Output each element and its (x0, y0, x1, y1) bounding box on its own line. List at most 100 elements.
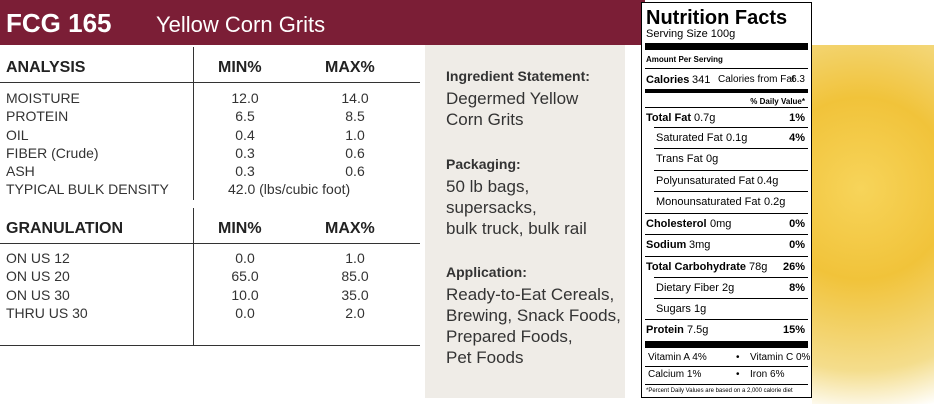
section-line: Brewing, Snack Foods, (446, 306, 621, 325)
separator: • (736, 369, 740, 380)
medium-rule (645, 89, 808, 93)
section-line: supersacks, (446, 198, 537, 217)
nutrient-label: Cholesterol (646, 218, 707, 230)
rule (654, 191, 808, 192)
row-label: ON US 30 (6, 286, 70, 303)
product-code: FCG 165 (6, 8, 112, 38)
nutrient-amount: 3mg (689, 239, 711, 251)
rule (645, 213, 808, 214)
nutrient-label: Sodium (646, 239, 687, 251)
section-line: Corn Grits (446, 110, 524, 129)
nutrient-label: Sugars (656, 303, 691, 315)
row-label: ON US 20 (6, 268, 70, 285)
nutrient-amount: 7.5g (687, 324, 709, 336)
nutrient-label: Saturated Fat (656, 132, 723, 144)
max-value: 0.6 (345, 163, 365, 180)
nutrient-amount: 0.4g (757, 175, 779, 187)
product-name: Yellow Corn Grits (156, 12, 326, 37)
column-header: GRANULATION (6, 220, 124, 237)
rule (645, 319, 808, 320)
nutrient-amount: 0.1g (726, 132, 748, 144)
calories-fat-value: 6.3 (791, 74, 805, 85)
min-value: 10.0 (231, 286, 259, 303)
section-line: bulk truck, bulk rail (446, 219, 587, 238)
nutrient-label: Polyunsaturated Fat (656, 175, 755, 187)
section-line: Degermed Yellow (446, 89, 579, 108)
section-heading: Ingredient Statement: (446, 68, 590, 84)
min-value: 0.0 (235, 250, 255, 266)
row-label: TYPICAL BULK DENSITY (6, 181, 169, 197)
column-header: MAX% (325, 220, 375, 237)
vitamin: Vitamin C 0% (750, 352, 811, 363)
header-bar (0, 0, 645, 45)
max-value: 0.6 (345, 144, 365, 161)
rule (193, 47, 194, 200)
daily-value-header: % Daily Value* (750, 97, 805, 106)
max-value: 85.0 (341, 268, 369, 285)
column-header: MAX% (325, 59, 375, 76)
thick-rule (645, 43, 808, 50)
row-label: OIL (6, 126, 29, 143)
rule (645, 366, 808, 367)
column-header: MIN% (218, 59, 262, 76)
rule (654, 170, 808, 171)
nutrient-label: Total Carbohydrate (646, 261, 747, 273)
rule (0, 82, 420, 83)
daily-value: 26% (782, 261, 805, 273)
thick-rule (645, 341, 808, 348)
rule (193, 208, 194, 345)
daily-value: 15% (782, 324, 805, 336)
section-line: Ready-to-Eat Cereals, (446, 285, 615, 304)
serving-size: Serving Size 100g (646, 28, 736, 40)
rule (654, 277, 808, 278)
nutrient-amount: 0mg (710, 218, 732, 230)
max-value: 35.0 (341, 286, 369, 303)
rule (645, 384, 808, 385)
corn-image (812, 45, 934, 404)
min-value: 12.0 (231, 90, 259, 106)
section-line: 50 lb bags, (446, 177, 530, 196)
nutrient-amount: 1g (694, 303, 707, 315)
row-label: ASH (6, 163, 35, 180)
section-heading: Packaging: (446, 156, 521, 172)
nutrient-amount: 78g (749, 261, 768, 273)
max-value: 8.5 (345, 108, 365, 125)
calories-label: Calories (646, 74, 690, 86)
separator: • (736, 352, 740, 363)
column-header: MIN% (218, 220, 262, 237)
vitamin: Iron 6% (750, 369, 785, 380)
daily-value: 0% (789, 239, 805, 251)
calories-value: 341 (692, 74, 711, 86)
max-value: 2.0 (345, 304, 365, 321)
nutrient-amount: 0.2g (764, 196, 786, 208)
bulk-density-value: 42.0 (lbs/cubic foot) (228, 181, 351, 197)
rule (0, 243, 420, 244)
nutrient-label: Protein (646, 324, 684, 336)
daily-value: 0% (789, 218, 805, 230)
amount-per-serving: Amount Per Serving (646, 55, 723, 64)
section-line: Pet Foods (446, 348, 524, 367)
details-panel (425, 45, 625, 398)
min-value: 0.3 (235, 163, 255, 180)
rule (654, 298, 808, 299)
min-value: 0.4 (235, 126, 255, 143)
daily-value: 1% (789, 112, 805, 124)
section-line: Prepared Foods, (446, 327, 573, 346)
section-heading: Application: (446, 264, 527, 280)
row-label: ON US 12 (6, 250, 70, 266)
nutrition-label: Nutrition Facts Serving Size 100g Amount… (641, 2, 812, 398)
column-header: ANALYSIS (6, 59, 86, 76)
daily-value: 8% (789, 282, 805, 294)
nutrient-amount: 0g (706, 153, 719, 165)
nutrient-label: Total Fat (646, 112, 692, 124)
row-label: PROTEIN (6, 108, 69, 125)
min-value: 6.5 (235, 108, 255, 125)
footnote: *Percent Daily Values are based on a 2,0… (646, 388, 793, 394)
min-value: 0.3 (235, 144, 255, 161)
max-value: 14.0 (341, 90, 369, 106)
row-label: THRU US 30 (6, 304, 88, 321)
vitamin: Calcium 1% (648, 369, 702, 380)
max-value: 1.0 (345, 126, 365, 143)
max-value: 1.0 (345, 250, 365, 266)
rule (654, 127, 808, 128)
